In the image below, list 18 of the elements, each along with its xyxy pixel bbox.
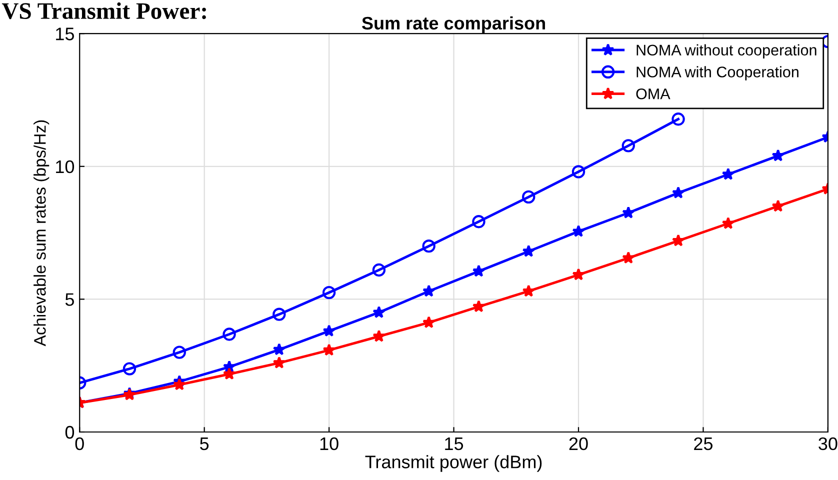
chart-title: Sum rate comparison <box>362 16 545 34</box>
x-tick-label: 10 <box>320 437 338 450</box>
x-axis-title: Transmit power (dBm) <box>365 455 542 472</box>
legend-label: NOMA with Cooperation <box>636 66 798 80</box>
y-tick-label: 0 <box>65 426 74 439</box>
y-axis-title: Achievable sum rates (bps/Hz) <box>34 120 50 346</box>
y-tick-label: 5 <box>65 293 74 306</box>
y-tick-label: 15 <box>56 28 74 40</box>
x-tick-label: 25 <box>694 437 713 450</box>
x-tick-label: 15 <box>445 438 464 450</box>
legend-label: OMA <box>636 88 670 100</box>
y-tick-label: 10 <box>56 160 74 174</box>
x-tick-label: 0 <box>75 437 84 450</box>
x-tick-label: 20 <box>569 437 588 450</box>
x-tick-label: 30 <box>818 437 838 450</box>
text: VS Transmit Power: <box>2 2 206 20</box>
legend-label: NOMA without cooperation <box>636 44 816 59</box>
x-tick-label: 5 <box>200 438 209 450</box>
